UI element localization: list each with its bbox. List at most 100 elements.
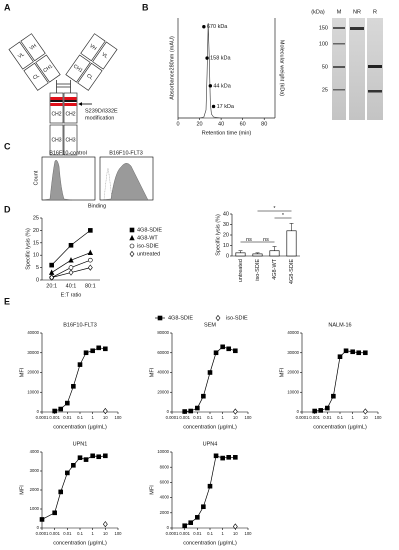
panel-label: A bbox=[4, 2, 11, 12]
x-tick-label: 0.01 bbox=[193, 415, 202, 420]
marker bbox=[356, 350, 362, 356]
x-tick-label: 10 bbox=[103, 531, 108, 536]
marker bbox=[157, 315, 163, 321]
x-tick-label: 0.0001 bbox=[36, 531, 49, 536]
y-tick-label: 20000 bbox=[27, 370, 39, 375]
value-label: 17 kDa bbox=[217, 104, 235, 110]
value-label: 158 kDa bbox=[210, 56, 231, 62]
marker bbox=[49, 262, 54, 268]
x-tick-label: 100 bbox=[375, 415, 383, 420]
marker bbox=[65, 470, 70, 476]
gel-unit: (kDa) bbox=[311, 9, 325, 15]
marker-label: 150 bbox=[319, 25, 328, 31]
x-tick-label: 0.001 bbox=[179, 415, 190, 420]
x-axis-label: concentration (μg/mL) bbox=[53, 540, 107, 546]
marker bbox=[102, 407, 108, 415]
marker bbox=[318, 408, 324, 413]
marker bbox=[195, 405, 200, 411]
marker bbox=[39, 517, 45, 522]
y-tick-label: 60000 bbox=[157, 350, 169, 355]
marker bbox=[58, 406, 64, 412]
x-axis-label: concentration (μg/mL) bbox=[183, 424, 237, 430]
marker bbox=[48, 269, 55, 275]
y-tick-label: 20 bbox=[223, 232, 229, 238]
bar bbox=[252, 253, 263, 257]
x-tick-label: untreated bbox=[238, 259, 244, 282]
series-line bbox=[184, 455, 236, 527]
marker bbox=[188, 408, 194, 414]
value-label: 670 kDa bbox=[207, 24, 228, 30]
marker bbox=[325, 405, 330, 411]
marker bbox=[77, 455, 83, 461]
x-tick-label: 100 bbox=[115, 531, 123, 536]
marker bbox=[312, 408, 317, 414]
marker bbox=[220, 344, 225, 350]
x-tick-label: 40:1 bbox=[66, 283, 77, 289]
sig-label: ns bbox=[263, 237, 269, 243]
marker bbox=[207, 370, 213, 375]
legend-label: untreated bbox=[137, 251, 160, 257]
histogram-title: B16F10-control bbox=[49, 150, 87, 156]
y-axis-label: Absorbance280nm (mAU) bbox=[169, 36, 175, 100]
y-tick-label: 4000 bbox=[30, 449, 40, 454]
x-tick-label: 0.001 bbox=[49, 415, 60, 420]
lane-label: NR bbox=[353, 9, 361, 15]
x-tick-label: 20 bbox=[196, 121, 202, 127]
marker bbox=[90, 453, 95, 459]
series-line bbox=[41, 455, 106, 520]
y-tick-label: 6000 bbox=[160, 480, 170, 485]
y-tick-label: 8000 bbox=[160, 464, 170, 469]
x-tick-label: 0.1 bbox=[77, 415, 83, 420]
marker bbox=[52, 408, 57, 414]
y-tick-label: 15 bbox=[33, 240, 39, 246]
marker bbox=[90, 348, 95, 354]
y-tick-label: 0 bbox=[36, 277, 39, 283]
chart-title: UPN1 bbox=[73, 441, 88, 447]
legend-label: iso-SDIE bbox=[137, 243, 159, 249]
y-tick-label: 0 bbox=[226, 253, 229, 259]
x-tick-label: 1 bbox=[221, 531, 224, 536]
sig-label: * bbox=[282, 213, 285, 219]
y-tick-label: 0 bbox=[37, 525, 40, 530]
marker bbox=[182, 523, 187, 529]
marker bbox=[77, 362, 83, 367]
marker bbox=[129, 243, 135, 249]
y-axis-label: MFI bbox=[19, 367, 25, 377]
x-axis-label: concentration (μg/mL) bbox=[313, 424, 367, 430]
marker bbox=[103, 346, 108, 352]
x-tick-label: 0.001 bbox=[49, 531, 60, 536]
domain-label: CH2 bbox=[65, 111, 75, 117]
domain-label: VH bbox=[29, 43, 38, 52]
domain-label: CL bbox=[32, 73, 41, 82]
histograms: B16F10-control B16F10-FLT3 Count Binding bbox=[33, 150, 154, 209]
x-tick-label: 0.1 bbox=[337, 415, 343, 420]
marker bbox=[226, 346, 232, 352]
x-tick-label: 4G8-WT bbox=[272, 258, 278, 279]
y-tick-label: 0 bbox=[37, 409, 40, 414]
y-tick-label: 30 bbox=[223, 222, 229, 228]
marker bbox=[232, 523, 238, 530]
x-tick-label: 0.0001 bbox=[166, 531, 179, 536]
marker bbox=[205, 56, 209, 60]
x-tick-label: 10 bbox=[233, 531, 238, 536]
marker bbox=[226, 455, 232, 460]
marker-label: 25 bbox=[322, 87, 328, 93]
y-tick-label: 40000 bbox=[287, 330, 299, 335]
x-axis-label: Retention time (min) bbox=[202, 130, 252, 136]
marker bbox=[58, 489, 64, 495]
marker bbox=[71, 462, 76, 468]
marker bbox=[83, 350, 89, 356]
legend-label: iso-SDIE bbox=[226, 315, 248, 321]
marker bbox=[233, 455, 238, 460]
domain-label: VL bbox=[100, 52, 109, 61]
marker bbox=[337, 354, 343, 360]
bar bbox=[235, 252, 246, 257]
chart-title: UPN4 bbox=[203, 441, 218, 447]
y-tick-label: 4000 bbox=[160, 495, 170, 500]
marker bbox=[129, 234, 135, 241]
x-tick-label: 0.01 bbox=[193, 531, 202, 536]
bar bbox=[269, 250, 280, 257]
marker bbox=[182, 409, 187, 414]
y-tick-label: 30000 bbox=[27, 350, 39, 355]
marker bbox=[103, 453, 108, 459]
